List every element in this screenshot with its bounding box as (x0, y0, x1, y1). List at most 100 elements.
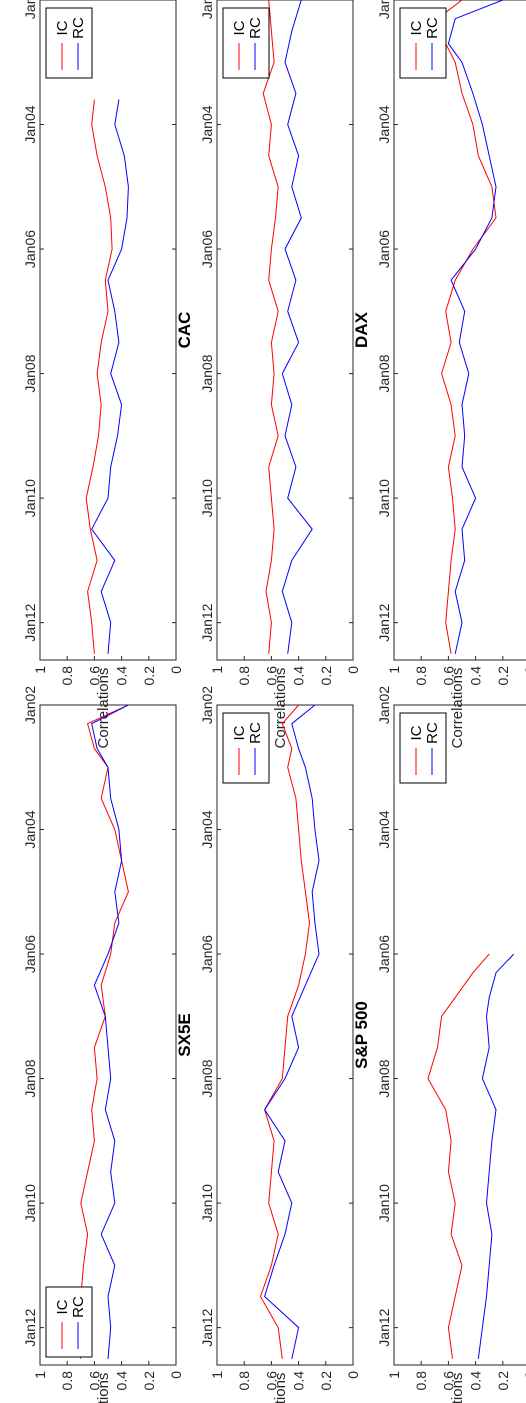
value-tick-label: 0.2 (141, 666, 157, 686)
series-line-rc (91, 704, 129, 1359)
value-tick-label: 0.6 (440, 666, 456, 686)
time-tick-label: Jan02 (199, 0, 215, 19)
series-line-rc (447, 0, 503, 654)
value-tick-label: 0 (345, 666, 361, 674)
series-line-rc (264, 704, 320, 1359)
value-tick-label: 1 (386, 666, 402, 674)
axis-label: Correlations (449, 1373, 466, 1403)
value-tick-label: 0.8 (236, 1371, 252, 1391)
value-tick-label: 0.4 (291, 666, 307, 686)
value-tick-label: 1 (32, 1371, 48, 1379)
value-tick-label: 0.4 (468, 1371, 484, 1391)
plot-frame (39, 0, 177, 661)
value-tick-label: 0.2 (495, 666, 511, 686)
axis-label: Correlations (449, 668, 466, 749)
value-tick-label: 0.8 (59, 666, 75, 686)
legend: IC RC (399, 712, 447, 784)
chart-title: S&P 500 (352, 1001, 371, 1069)
series-line-rc (91, 99, 129, 654)
legend-label-rc: RC (424, 722, 441, 744)
series-line-ic (85, 99, 113, 654)
chart-s-p-500: 0 0.2 0.4 0.6 0.8 1 Jan02 Jan04 Jan06 Jan08 Jan10 J… (199, 686, 371, 1403)
legend-label-ic: IC (54, 20, 71, 35)
legend-label-rc: RC (70, 17, 87, 39)
chart-smi: 0 0.2 0.4 0.6 0.8 1 Jan02 Jan04 Jan06 Jan08 Jan10 J… (376, 686, 526, 1403)
time-tick-label: Jan02 (22, 0, 38, 19)
series-line-ic (427, 953, 490, 1359)
value-tick-label: 0.8 (413, 666, 429, 686)
plot-frame (216, 704, 354, 1366)
time-tick-label: Jan12 (199, 603, 215, 641)
value-tick-label: 0.4 (114, 666, 130, 686)
time-tick-label: Jan06 (376, 935, 392, 973)
value-tick-label: 0.4 (291, 1371, 307, 1391)
time-tick-label: Jan10 (376, 1184, 392, 1222)
legend-label-rc: RC (247, 722, 264, 744)
time-tick-label: Jan06 (199, 935, 215, 973)
chart-title: DAX (352, 311, 371, 348)
legend-box (399, 7, 447, 79)
time-tick-label: Jan02 (376, 0, 392, 19)
legend-box (45, 1286, 93, 1358)
value-tick-label: 0.4 (468, 666, 484, 686)
chart-dax: 0 0.2 0.4 0.6 0.8 1 Jan02 Jan04 Jan06 Jan08 Jan10 J… (199, 0, 371, 748)
value-tick-label: 0.6 (263, 1371, 279, 1391)
time-tick-label: Jan02 (199, 686, 215, 724)
time-tick-label: Jan02 (22, 686, 38, 724)
value-tick-label: 1 (32, 666, 48, 674)
value-tick-label: 1 (386, 1371, 402, 1379)
value-tick-label: 0 (168, 1371, 184, 1379)
chart-ftse: 0 0.2 0.4 0.6 0.8 1 Jan02 Jan04 Jan06 Jan08 Jan10 J… (376, 0, 526, 748)
time-tick-label: Jan08 (22, 1059, 38, 1097)
chart-title: SX5E (175, 1013, 194, 1056)
axis-label: Correlations (95, 668, 112, 749)
time-tick-label: Jan04 (22, 810, 38, 848)
series-line-ic (262, 0, 279, 654)
value-tick-label: 0.8 (236, 666, 252, 686)
value-tick-label: 0 (522, 1371, 526, 1379)
axis-label: Correlations (272, 668, 289, 749)
legend-label-ic: IC (408, 20, 425, 35)
value-tick-label: 0.6 (440, 1371, 456, 1391)
series-line-ic (436, 0, 497, 654)
value-tick-label: 0.8 (413, 1371, 429, 1391)
value-tick-label: 0.2 (318, 1371, 334, 1391)
time-tick-label: Jan08 (199, 354, 215, 392)
legend-label-ic: IC (54, 1299, 71, 1314)
time-tick-label: Jan12 (376, 1308, 392, 1346)
time-tick-label: Jan12 (199, 1308, 215, 1346)
series-line-ic (259, 704, 311, 1359)
legend: IC RC (45, 1286, 93, 1358)
legend: IC RC (45, 7, 93, 79)
time-tick-label: Jan06 (22, 935, 38, 973)
legend-box (222, 712, 270, 784)
time-tick-label: Jan10 (199, 1184, 215, 1222)
legend-box (45, 7, 93, 79)
value-tick-label: 0 (345, 1371, 361, 1379)
axis-label: Correlations (95, 1373, 112, 1403)
legend-box (399, 712, 447, 784)
legend-label-rc: RC (70, 1296, 87, 1318)
time-tick-label: Jan10 (376, 479, 392, 517)
time-tick-label: Jan06 (199, 230, 215, 268)
legend-label-ic: IC (231, 725, 248, 740)
plot-frame (393, 704, 526, 1366)
series-line-ic (77, 704, 129, 1359)
time-tick-label: Jan04 (376, 810, 392, 848)
legend: IC RC (222, 7, 270, 79)
time-tick-label: Jan04 (199, 810, 215, 848)
plot-frame (216, 0, 354, 661)
axis-label: Correlations (272, 1373, 289, 1403)
value-tick-label: 0.2 (141, 1371, 157, 1391)
time-tick-label: Jan04 (22, 105, 38, 143)
value-tick-label: 0 (522, 666, 526, 674)
time-tick-label: Jan06 (376, 230, 392, 268)
value-tick-label: 0.2 (318, 666, 334, 686)
time-tick-label: Jan10 (22, 1184, 38, 1222)
time-tick-label: Jan12 (22, 603, 38, 641)
legend-label-rc: RC (247, 17, 264, 39)
plot-frame (393, 0, 526, 661)
time-tick-label: Jan06 (22, 230, 38, 268)
time-tick-label: Jan04 (199, 105, 215, 143)
